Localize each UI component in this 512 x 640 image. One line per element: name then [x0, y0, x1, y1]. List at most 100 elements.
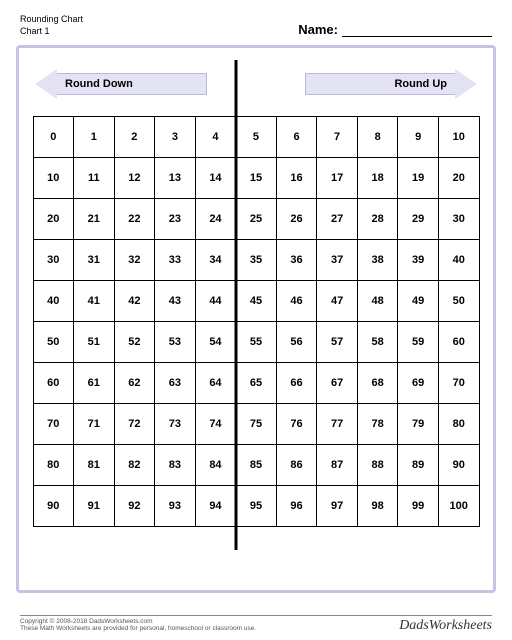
- grid-cell: 1: [73, 116, 115, 158]
- round-up-arrow: Round Up: [305, 69, 477, 99]
- grid-cell: 96: [276, 485, 318, 527]
- grid-cell: 10: [33, 157, 75, 199]
- grid-cell: 64: [195, 362, 237, 404]
- grid-cell: 19: [397, 157, 439, 199]
- grid-cell: 24: [195, 198, 237, 240]
- grid-cell: 70: [438, 362, 480, 404]
- grid-cell: 31: [73, 239, 115, 281]
- grid-cell: 75: [235, 403, 277, 445]
- title-block: Rounding Chart Chart 1: [20, 14, 83, 37]
- grid-cell: 87: [316, 444, 358, 486]
- name-label: Name:: [298, 22, 338, 37]
- grid-cell: 47: [316, 280, 358, 322]
- grid-cell: 40: [33, 280, 75, 322]
- grid-cell: 8: [357, 116, 399, 158]
- grid-cell: 86: [276, 444, 318, 486]
- grid-cell: 61: [73, 362, 115, 404]
- grid-cell: 33: [154, 239, 196, 281]
- grid-cell: 34: [195, 239, 237, 281]
- grid-cell: 50: [33, 321, 75, 363]
- grid-cell: 82: [114, 444, 156, 486]
- grid-cell: 60: [438, 321, 480, 363]
- grid-cell: 80: [33, 444, 75, 486]
- title-line2: Chart 1: [20, 26, 83, 38]
- grid-cell: 37: [316, 239, 358, 281]
- grid-cell: 62: [114, 362, 156, 404]
- grid-cell: 20: [438, 157, 480, 199]
- grid-cell: 83: [154, 444, 196, 486]
- grid-cell: 76: [276, 403, 318, 445]
- grid-cell: 95: [235, 485, 277, 527]
- grid-cell: 98: [357, 485, 399, 527]
- grid-cell: 74: [195, 403, 237, 445]
- grid-cell: 88: [357, 444, 399, 486]
- center-divider: [234, 60, 237, 550]
- title-line1: Rounding Chart: [20, 14, 83, 26]
- grid-cell: 48: [357, 280, 399, 322]
- grid-cell: 13: [154, 157, 196, 199]
- grid-cell: 81: [73, 444, 115, 486]
- grid-cell: 78: [357, 403, 399, 445]
- grid-cell: 27: [316, 198, 358, 240]
- arrows-row: Round Down Round Up: [33, 60, 479, 108]
- footer: Copyright © 2008-2018 DadsWorksheets.com…: [20, 615, 492, 634]
- grid-cell: 40: [438, 239, 480, 281]
- grid-cell: 30: [438, 198, 480, 240]
- grid-cell: 89: [397, 444, 439, 486]
- grid-cell: 71: [73, 403, 115, 445]
- grid-cell: 51: [73, 321, 115, 363]
- grid-cell: 79: [397, 403, 439, 445]
- grid-cell: 54: [195, 321, 237, 363]
- arrow-right-label: Round Up: [305, 73, 455, 95]
- grid-cell: 77: [316, 403, 358, 445]
- grid-cell: 52: [114, 321, 156, 363]
- grid-cell: 17: [316, 157, 358, 199]
- grid-cell: 85: [235, 444, 277, 486]
- grid-cell: 45: [235, 280, 277, 322]
- grid-cell: 66: [276, 362, 318, 404]
- grid-cell: 18: [357, 157, 399, 199]
- grid-cell: 46: [276, 280, 318, 322]
- grid-cell: 43: [154, 280, 196, 322]
- grid-cell: 9: [397, 116, 439, 158]
- grid-cell: 6: [276, 116, 318, 158]
- grid-cell: 58: [357, 321, 399, 363]
- grid-cell: 80: [438, 403, 480, 445]
- grid-cell: 90: [33, 485, 75, 527]
- grid-cell: 97: [316, 485, 358, 527]
- grid-cell: 49: [397, 280, 439, 322]
- number-grid: 0123456789101011121314151617181920202122…: [33, 116, 479, 526]
- grid-cell: 3: [154, 116, 196, 158]
- grid-cell: 5: [235, 116, 277, 158]
- grid-cell: 23: [154, 198, 196, 240]
- grid-cell: 10: [438, 116, 480, 158]
- grid-cell: 93: [154, 485, 196, 527]
- name-block: Name:: [298, 22, 492, 37]
- brand-logo: DadsWorksheets: [399, 618, 492, 634]
- grid-cell: 29: [397, 198, 439, 240]
- grid-wrap: 0123456789101011121314151617181920202122…: [33, 116, 479, 526]
- grid-cell: 72: [114, 403, 156, 445]
- grid-cell: 25: [235, 198, 277, 240]
- grid-cell: 63: [154, 362, 196, 404]
- grid-cell: 7: [316, 116, 358, 158]
- grid-cell: 26: [276, 198, 318, 240]
- chart-frame: Round Down Round Up 01234567891010111213…: [16, 45, 496, 593]
- grid-cell: 70: [33, 403, 75, 445]
- name-input-line[interactable]: [342, 23, 492, 37]
- grid-cell: 36: [276, 239, 318, 281]
- copyright: Copyright © 2008-2018 DadsWorksheets.com: [20, 618, 256, 625]
- grid-cell: 12: [114, 157, 156, 199]
- grid-cell: 69: [397, 362, 439, 404]
- grid-cell: 73: [154, 403, 196, 445]
- grid-cell: 60: [33, 362, 75, 404]
- grid-cell: 30: [33, 239, 75, 281]
- grid-cell: 55: [235, 321, 277, 363]
- grid-cell: 2: [114, 116, 156, 158]
- grid-cell: 39: [397, 239, 439, 281]
- arrow-left-label: Round Down: [57, 73, 207, 95]
- footer-note: These Math Worksheets are provided for p…: [20, 625, 256, 632]
- grid-cell: 67: [316, 362, 358, 404]
- header-row: Rounding Chart Chart 1 Name:: [16, 14, 496, 37]
- grid-cell: 20: [33, 198, 75, 240]
